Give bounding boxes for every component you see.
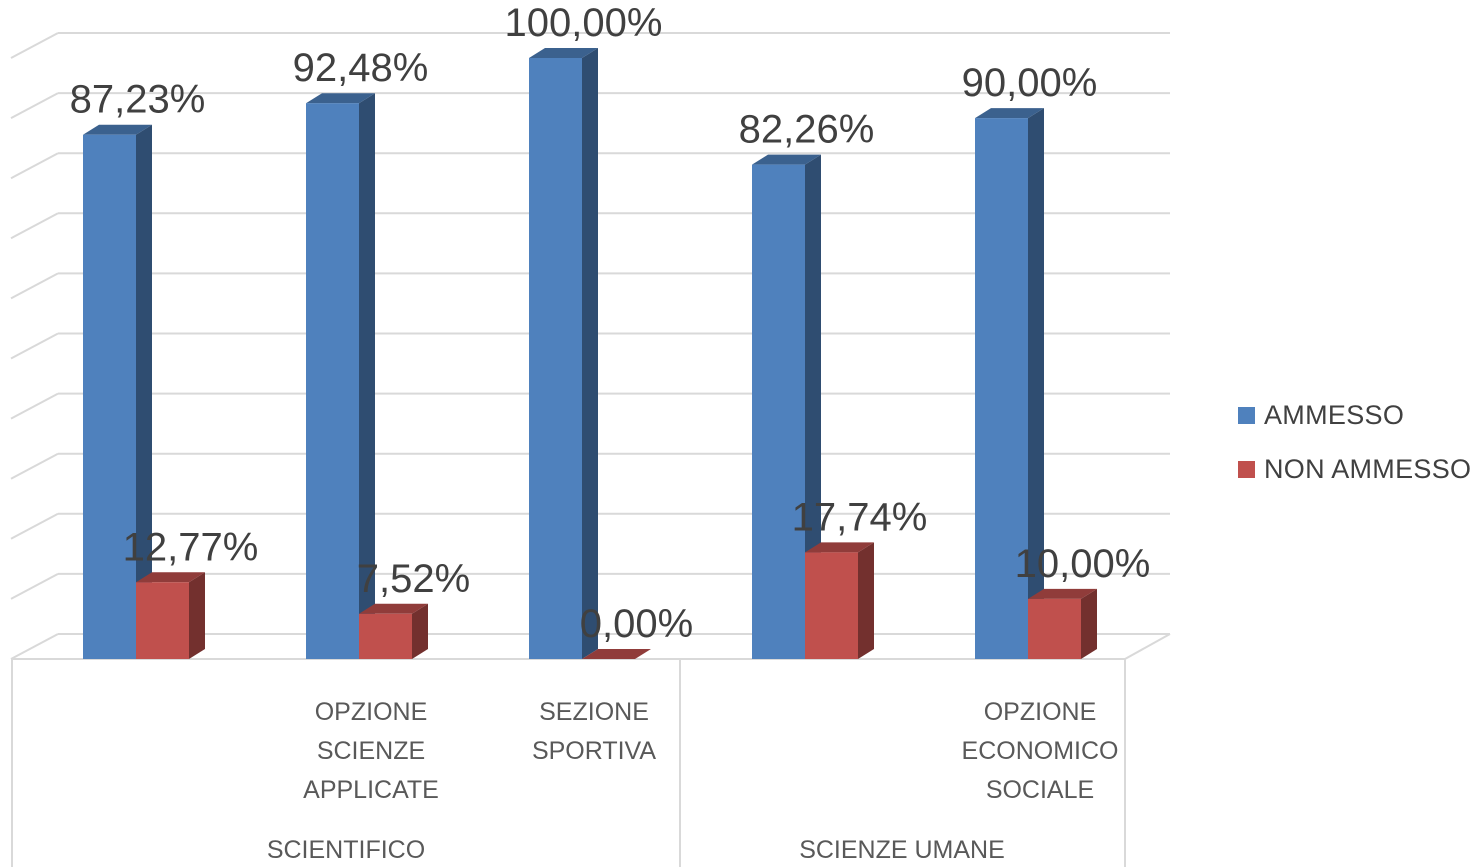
legend-item-ammesso: AMMESSO xyxy=(1238,398,1471,432)
legend-label-non-ammesso: NON AMMESSO xyxy=(1264,453,1472,484)
category-label: OPZIONE xyxy=(984,698,1097,726)
side-wall-line xyxy=(10,392,59,420)
bar-front xyxy=(83,134,136,660)
bar-top xyxy=(306,93,375,104)
bar-side xyxy=(858,542,874,659)
bar-front xyxy=(529,58,582,659)
bar-non-ammesso xyxy=(136,572,205,659)
bar-side xyxy=(189,572,205,659)
bar-side xyxy=(1028,108,1044,660)
bar-front xyxy=(306,103,359,660)
bar-top xyxy=(359,603,428,614)
bar-side xyxy=(136,124,152,660)
data-label: 90,00% xyxy=(962,61,1098,105)
side-wall-line xyxy=(10,633,59,660)
category-label: SPORTIVA xyxy=(532,737,656,765)
bar-ammesso xyxy=(306,93,375,660)
side-wall-line xyxy=(10,452,59,480)
data-label: 17,74% xyxy=(792,495,928,539)
bar-side xyxy=(805,154,821,659)
bar-top xyxy=(83,124,152,135)
category-label: SOCIALE xyxy=(986,776,1094,804)
floor-edge xyxy=(1124,633,1171,660)
bar-front xyxy=(359,613,412,659)
bar-non-ammesso xyxy=(805,542,874,659)
data-label: 12,77% xyxy=(123,525,259,569)
bar-top xyxy=(752,154,821,165)
bar-non-ammesso xyxy=(582,649,651,659)
side-wall-line xyxy=(10,512,59,540)
data-label: 10,00% xyxy=(1015,542,1151,586)
bar-non-ammesso xyxy=(359,603,428,659)
side-wall-line xyxy=(10,32,59,59)
side-wall-line xyxy=(10,272,59,300)
legend-item-non-ammesso: NON AMMESSO xyxy=(1238,452,1471,486)
bar-front xyxy=(752,164,805,659)
side-wall-line xyxy=(10,573,59,600)
bar-front xyxy=(136,582,189,659)
bar-ammesso xyxy=(83,124,152,660)
category-axis: OPZIONE SCIENZE APPLICATE SEZIONE SPORTIVA OP… xyxy=(11,659,1126,867)
side-wall-line xyxy=(10,212,59,240)
category-label: APPLICATE xyxy=(303,776,439,804)
data-label: 87,23% xyxy=(70,78,206,122)
side-wall-line xyxy=(10,92,59,119)
bar-top xyxy=(582,649,651,659)
bar-top xyxy=(136,572,205,583)
bar-ammesso xyxy=(975,108,1044,660)
bar-front xyxy=(805,552,858,659)
legend-swatch-ammesso xyxy=(1238,406,1255,424)
bar-front xyxy=(975,118,1028,660)
category-label: OPZIONE xyxy=(315,698,428,726)
group-label: SCIENTIFICO xyxy=(267,836,425,864)
data-labels: 87,23% 92,48% 100,00% 82,26% 90,00% 12,77% 7,5… xyxy=(70,1,1151,646)
bar-top xyxy=(975,108,1044,119)
legend-label-ammesso: AMMESSO xyxy=(1264,399,1405,430)
bar-top xyxy=(1028,588,1097,599)
data-label: 0,00% xyxy=(580,602,693,646)
bar-ammesso xyxy=(529,48,598,659)
legend: AMMESSO NON AMMESSO xyxy=(1238,398,1471,506)
bar-non-ammesso xyxy=(1028,588,1097,659)
bar-top xyxy=(805,542,874,553)
bar-side xyxy=(1081,588,1097,659)
bar-side xyxy=(582,48,598,659)
bar-side xyxy=(412,603,428,659)
group-label: SCIENZE UMANE xyxy=(799,836,1005,864)
bar-side xyxy=(359,93,375,660)
data-label: 100,00% xyxy=(505,1,663,45)
category-label: ECONOMICO xyxy=(962,737,1119,765)
data-label: 82,26% xyxy=(739,108,875,152)
bar-front xyxy=(1028,598,1081,659)
side-wall-line xyxy=(10,152,59,180)
category-label: SEZIONE xyxy=(539,698,649,726)
data-label: 92,48% xyxy=(293,46,429,90)
bars xyxy=(83,48,1097,660)
category-label: SCIENZE xyxy=(317,737,425,765)
side-wall-line xyxy=(10,332,59,360)
bar-top xyxy=(529,48,598,58)
legend-swatch-non-ammesso xyxy=(1238,460,1255,478)
data-label: 7,52% xyxy=(357,557,470,601)
bar-ammesso xyxy=(752,154,821,659)
